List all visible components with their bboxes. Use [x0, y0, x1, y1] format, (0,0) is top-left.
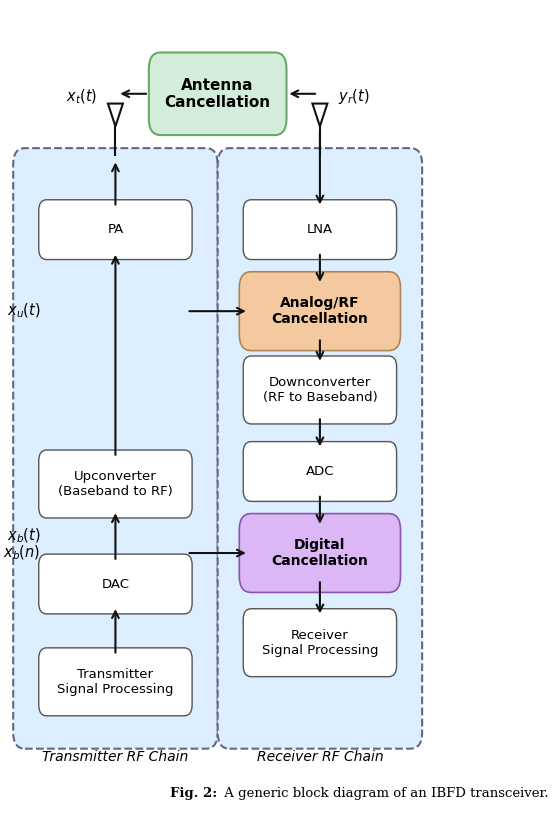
Text: $x_b(t)$: $x_b(t)$	[7, 527, 41, 546]
Text: $x_u(t)$: $x_u(t)$	[7, 302, 41, 321]
Text: Upconverter
(Baseband to RF): Upconverter (Baseband to RF)	[58, 470, 173, 498]
FancyBboxPatch shape	[243, 609, 396, 676]
Text: DAC: DAC	[102, 578, 129, 591]
FancyBboxPatch shape	[243, 356, 396, 424]
Text: LNA: LNA	[307, 223, 333, 236]
FancyBboxPatch shape	[240, 272, 401, 351]
Text: Transmitter RF Chain: Transmitter RF Chain	[43, 750, 189, 764]
FancyBboxPatch shape	[243, 200, 396, 259]
FancyBboxPatch shape	[39, 554, 192, 614]
Text: $y_r(t)$: $y_r(t)$	[338, 87, 369, 106]
FancyBboxPatch shape	[39, 648, 192, 716]
FancyBboxPatch shape	[243, 442, 396, 501]
FancyBboxPatch shape	[240, 514, 401, 592]
FancyBboxPatch shape	[39, 200, 192, 259]
FancyBboxPatch shape	[13, 148, 217, 748]
Text: $x_t(t)$: $x_t(t)$	[66, 88, 98, 106]
Text: Transmitter
Signal Processing: Transmitter Signal Processing	[57, 667, 174, 696]
FancyBboxPatch shape	[39, 450, 192, 518]
Text: Fig. 2:: Fig. 2:	[171, 787, 217, 800]
Text: Antenna
Cancellation: Antenna Cancellation	[164, 78, 270, 110]
FancyBboxPatch shape	[217, 148, 422, 748]
Text: Receiver
Signal Processing: Receiver Signal Processing	[262, 629, 378, 657]
Polygon shape	[108, 104, 123, 127]
Polygon shape	[312, 104, 327, 127]
Text: ADC: ADC	[306, 465, 334, 478]
Text: $x_b(n)$: $x_b(n)$	[3, 544, 41, 562]
Text: A generic block diagram of an IBFD transceiver.: A generic block diagram of an IBFD trans…	[220, 787, 548, 800]
Text: Analog/RF
Cancellation: Analog/RF Cancellation	[272, 296, 368, 326]
Text: Digital
Cancellation: Digital Cancellation	[272, 538, 368, 569]
Text: Downconverter
(RF to Baseband): Downconverter (RF to Baseband)	[263, 376, 377, 404]
Text: PA: PA	[107, 223, 124, 236]
FancyBboxPatch shape	[149, 52, 286, 135]
Text: Receiver RF Chain: Receiver RF Chain	[257, 750, 383, 764]
